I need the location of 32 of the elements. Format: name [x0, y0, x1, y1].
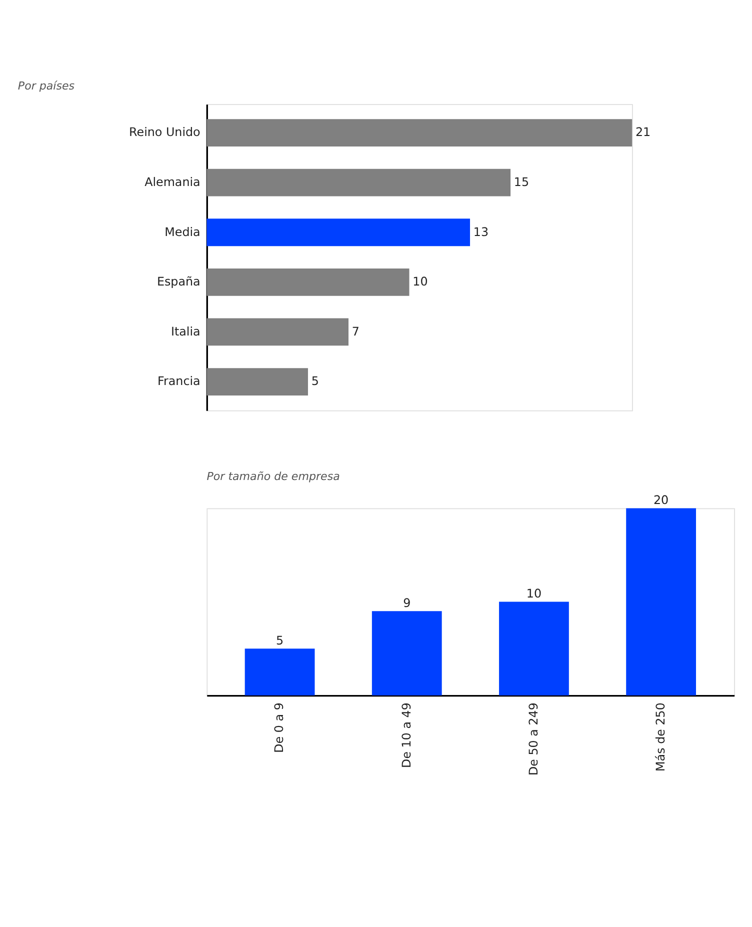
bar — [206, 318, 348, 346]
data-label: 5 — [276, 633, 284, 648]
x-tick-label: Más de 250 — [653, 702, 668, 772]
data-label: 20 — [653, 492, 669, 507]
data-label: 9 — [403, 596, 411, 610]
y-tick-label: Francia — [158, 374, 200, 388]
data-label: 15 — [514, 174, 530, 189]
text: Por países — [18, 80, 75, 93]
bar — [206, 218, 470, 246]
x-tick-label: De 10 a 49 — [399, 702, 414, 768]
data-label: 10 — [526, 586, 542, 601]
y-tick-label: España — [156, 274, 200, 289]
x-tick-label: De 0 a 9 — [272, 702, 286, 753]
x-tick-label: De 50 a 249 — [526, 702, 540, 776]
y-tick-label: Reino Unido — [129, 125, 200, 140]
bar — [626, 508, 696, 696]
data-label: 5 — [311, 374, 319, 388]
bar — [372, 611, 442, 696]
chart-title: Por tamaño de empresa — [206, 470, 340, 484]
y-tick-label: Alemania — [144, 174, 200, 189]
data-label: 13 — [473, 224, 489, 239]
bar — [206, 168, 511, 196]
data-label: 7 — [352, 324, 360, 338]
y-tick-label: Media — [164, 224, 200, 239]
y-tick-label: Italia — [170, 324, 200, 338]
data-label: 21 — [635, 125, 651, 140]
bar — [206, 368, 308, 396]
bar — [206, 268, 410, 296]
data-label: 10 — [412, 274, 428, 289]
bar — [206, 119, 632, 146]
bar — [499, 602, 569, 696]
bar — [244, 648, 315, 696]
